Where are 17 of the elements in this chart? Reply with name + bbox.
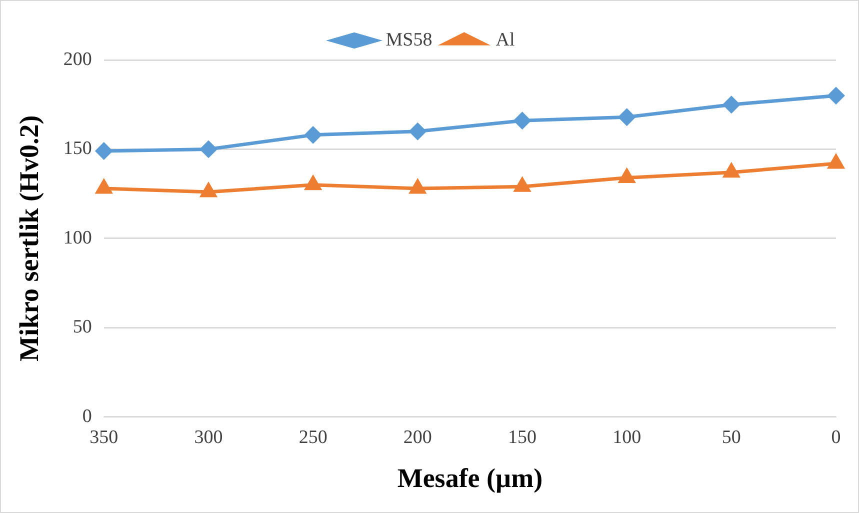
legend-label: MS58 — [386, 29, 432, 50]
x-tick-label: 150 — [508, 427, 536, 448]
x-axis-title: Mesafe (µm) — [397, 462, 543, 493]
y-tick-label: 150 — [63, 138, 92, 160]
x-tick-label: 350 — [90, 427, 118, 448]
x-tick-label: 0 — [831, 427, 841, 448]
y-tick-label: 100 — [63, 227, 92, 248]
y-tick-label: 200 — [63, 48, 92, 70]
legend-label: Al — [496, 29, 515, 50]
x-tick-label: 200 — [403, 427, 432, 448]
y-axis-title: Mikro sertlik (Hv0.2) — [14, 115, 44, 362]
y-tick-label: 0 — [82, 406, 92, 427]
x-tick-label: 100 — [612, 427, 642, 448]
x-tick-label: 250 — [298, 427, 328, 448]
x-tick-label: 50 — [722, 427, 741, 448]
y-tick-label: 50 — [72, 316, 92, 338]
x-tick-label: 300 — [194, 427, 223, 448]
